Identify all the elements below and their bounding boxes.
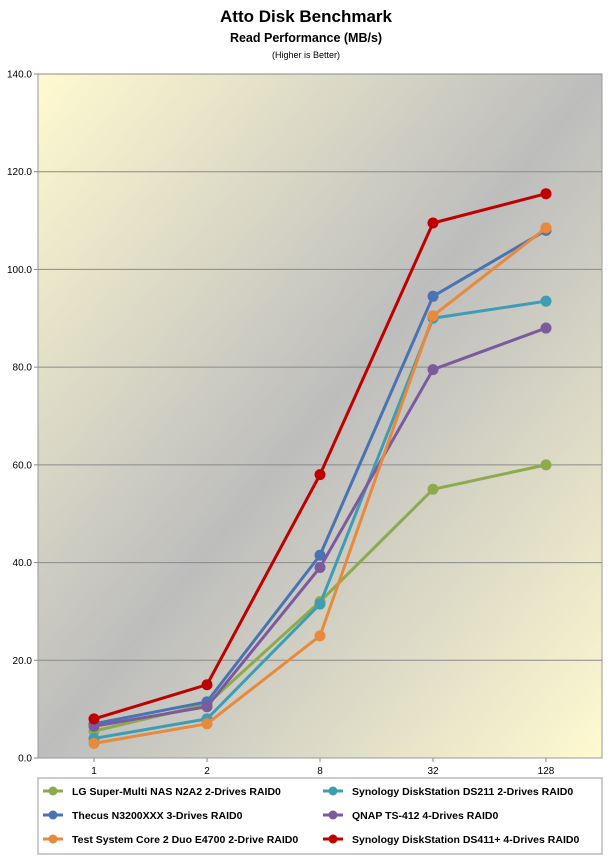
data-point (314, 630, 326, 642)
legend-label: Synology DiskStation DS211 2-Drives RAID… (352, 786, 573, 798)
y-tick-label: 80.0 (13, 363, 33, 374)
legend-entry: LG Super-Multi NAS N2A2 2-Drives RAID0 (43, 786, 281, 798)
legend (37, 777, 603, 855)
legend-label: LG Super-Multi NAS N2A2 2-Drives RAID0 (72, 786, 281, 798)
legend-swatch-marker (328, 810, 338, 820)
data-point (201, 701, 213, 713)
legend-swatch-marker (48, 834, 58, 844)
legend-items: LG Super-Multi NAS N2A2 2-Drives RAID0 Sy… (43, 786, 579, 846)
x-axis: 1 2 8 32 128 (91, 758, 555, 777)
y-tick-label: 40.0 (13, 558, 33, 569)
y-tick-label: 140.0 (7, 70, 32, 81)
x-tick-label: 32 (427, 766, 439, 777)
data-point (540, 222, 552, 234)
data-point (314, 469, 326, 481)
data-point (427, 310, 439, 322)
data-point (427, 217, 439, 229)
series-6 (88, 188, 552, 725)
y-tick-label: 120.0 (7, 167, 32, 178)
y-tick-label: 60.0 (13, 460, 33, 471)
data-point (88, 713, 100, 725)
legend-swatch-marker (328, 786, 338, 796)
data-point (314, 549, 326, 561)
data-point (88, 737, 100, 749)
legend-entry: Synology DiskStation DS211 2-Drives RAID… (323, 786, 573, 798)
data-point (314, 598, 326, 610)
chart-title: Atto Disk Benchmark (220, 7, 392, 26)
series-layer (88, 188, 552, 749)
legend-entry: Thecus N3200XXX 3-Drives RAID0 (43, 810, 243, 822)
y-axis: 0.0 20.0 40.0 60.0 80.0 100.0 120.0 140.0 (7, 70, 38, 765)
y-tick-label: 0.0 (18, 754, 32, 765)
data-point (540, 322, 552, 334)
x-tick-label: 2 (204, 766, 210, 777)
chart-note: (Higher is Better) (272, 50, 340, 60)
data-point (201, 718, 213, 730)
series-5 (88, 222, 552, 749)
x-tick-label: 1 (91, 766, 97, 777)
legend-label: Thecus N3200XXX 3-Drives RAID0 (72, 810, 243, 822)
data-point (201, 679, 213, 691)
legend-swatch-marker (328, 834, 338, 844)
data-point (427, 483, 439, 495)
data-point (314, 561, 326, 573)
legend-entry: Synology DiskStation DS411+ 4-Drives RAI… (323, 834, 579, 846)
chart-subtitle: Read Performance (MB/s) (230, 31, 382, 45)
data-point (427, 290, 439, 302)
y-tick-label: 100.0 (7, 265, 32, 276)
legend-swatch-marker (48, 786, 58, 796)
legend-label: Synology DiskStation DS411+ 4-Drives RAI… (352, 834, 579, 846)
legend-label: Test System Core 2 Duo E4700 2-Drive RAI… (72, 834, 298, 846)
data-point (540, 459, 552, 471)
data-point (540, 295, 552, 307)
grid-layer (38, 73, 602, 661)
legend-label: QNAP TS-412 4-Drives RAID0 (352, 810, 498, 822)
legend-swatch-marker (48, 810, 58, 820)
x-tick-label: 8 (317, 766, 323, 777)
legend-entry: Test System Core 2 Duo E4700 2-Drive RAI… (43, 834, 298, 846)
data-point (540, 188, 552, 200)
x-tick-label: 128 (538, 766, 555, 777)
y-tick-label: 20.0 (13, 656, 33, 667)
data-point (427, 364, 439, 376)
plot-area (37, 73, 603, 759)
legend-entry: QNAP TS-412 4-Drives RAID0 (323, 810, 498, 822)
